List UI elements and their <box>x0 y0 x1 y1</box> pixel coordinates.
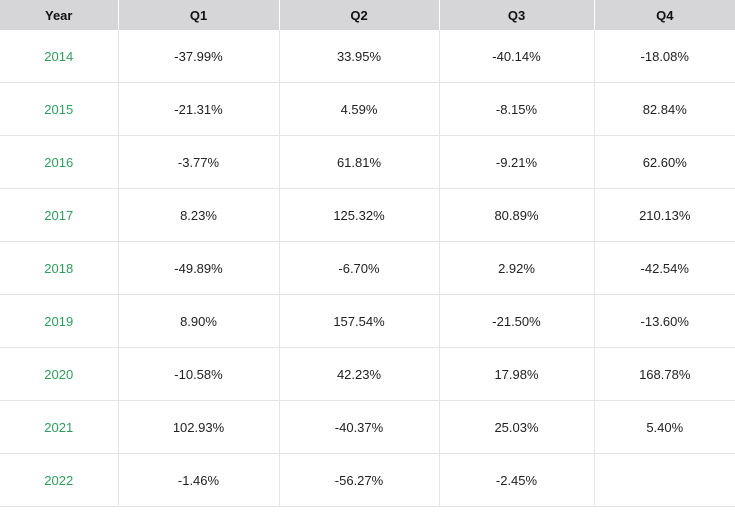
header-q1: Q1 <box>117 0 279 30</box>
q4-cell: 168.78% <box>593 347 735 401</box>
table-row: 2019 8.90% 157.54% -21.50% -13.60% <box>0 294 735 348</box>
table-row: 2015 -21.31% 4.59% -8.15% 82.84% <box>0 82 735 136</box>
q2-cell: 42.23% <box>278 347 439 401</box>
year-cell[interactable]: 2015 <box>0 82 118 136</box>
table-row: 2022 -1.46% -56.27% -2.45% <box>0 453 735 507</box>
q3-cell: 25.03% <box>438 400 594 454</box>
q1-cell: -10.58% <box>117 347 279 401</box>
q4-cell <box>593 453 735 507</box>
header-q4: Q4 <box>593 0 735 30</box>
q3-cell: -8.15% <box>438 82 594 136</box>
header-row: Year Q1 Q2 Q3 Q4 <box>0 0 735 30</box>
year-cell[interactable]: 2017 <box>0 188 118 242</box>
q4-cell: 82.84% <box>593 82 735 136</box>
q3-cell: 17.98% <box>438 347 594 401</box>
q4-cell: 5.40% <box>593 400 735 454</box>
q3-cell: -21.50% <box>438 294 594 348</box>
year-cell[interactable]: 2016 <box>0 135 118 189</box>
header-q3: Q3 <box>438 0 594 30</box>
q4-cell: -13.60% <box>593 294 735 348</box>
q2-cell: 157.54% <box>278 294 439 348</box>
q2-cell: 125.32% <box>278 188 439 242</box>
q1-cell: -21.31% <box>117 82 279 136</box>
q2-cell: 61.81% <box>278 135 439 189</box>
table-row: 2014 -37.99% 33.95% -40.14% -18.08% <box>0 30 735 83</box>
table-row: 2021 102.93% -40.37% 25.03% 5.40% <box>0 400 735 454</box>
year-cell[interactable]: 2019 <box>0 294 118 348</box>
year-cell[interactable]: 2018 <box>0 241 118 295</box>
year-cell[interactable]: 2014 <box>0 30 118 83</box>
q4-cell: 62.60% <box>593 135 735 189</box>
q1-cell: -1.46% <box>117 453 279 507</box>
q2-cell: -40.37% <box>278 400 439 454</box>
q4-cell: 210.13% <box>593 188 735 242</box>
q2-cell: 4.59% <box>278 82 439 136</box>
table-header: Year Q1 Q2 Q3 Q4 <box>0 0 735 30</box>
year-cell[interactable]: 2020 <box>0 347 118 401</box>
table-row: 2020 -10.58% 42.23% 17.98% 168.78% <box>0 347 735 401</box>
q3-cell: -2.45% <box>438 453 594 507</box>
q3-cell: -9.21% <box>438 135 594 189</box>
q3-cell: -40.14% <box>438 30 594 83</box>
table-row: 2016 -3.77% 61.81% -9.21% 62.60% <box>0 135 735 189</box>
q2-cell: -6.70% <box>278 241 439 295</box>
year-cell[interactable]: 2021 <box>0 400 118 454</box>
table-row: 2018 -49.89% -6.70% 2.92% -42.54% <box>0 241 735 295</box>
header-year: Year <box>0 0 118 30</box>
header-q2: Q2 <box>278 0 439 30</box>
q3-cell: 80.89% <box>438 188 594 242</box>
q1-cell: 8.23% <box>117 188 279 242</box>
table-row: 2017 8.23% 125.32% 80.89% 210.13% <box>0 188 735 242</box>
q1-cell: -3.77% <box>117 135 279 189</box>
q4-cell: -42.54% <box>593 241 735 295</box>
year-cell[interactable]: 2022 <box>0 453 118 507</box>
q2-cell: -56.27% <box>278 453 439 507</box>
q1-cell: 102.93% <box>117 400 279 454</box>
table-body: 2014 -37.99% 33.95% -40.14% -18.08% 2015 -21.3… <box>0 30 735 507</box>
q1-cell: -49.89% <box>117 241 279 295</box>
q2-cell: 33.95% <box>278 30 439 83</box>
q1-cell: -37.99% <box>117 30 279 83</box>
q4-cell: -18.08% <box>593 30 735 83</box>
q1-cell: 8.90% <box>117 294 279 348</box>
q3-cell: 2.92% <box>438 241 594 295</box>
